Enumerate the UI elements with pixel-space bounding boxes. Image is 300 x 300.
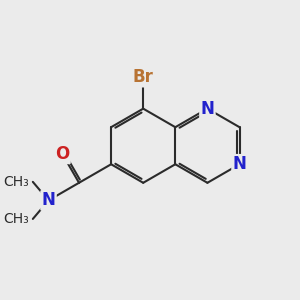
Text: Br: Br <box>133 68 154 86</box>
Text: N: N <box>232 155 247 173</box>
Text: CH₃: CH₃ <box>4 175 29 189</box>
Text: N: N <box>42 191 56 209</box>
Text: N: N <box>200 100 214 118</box>
Text: O: O <box>55 145 70 163</box>
Text: CH₃: CH₃ <box>4 212 29 226</box>
